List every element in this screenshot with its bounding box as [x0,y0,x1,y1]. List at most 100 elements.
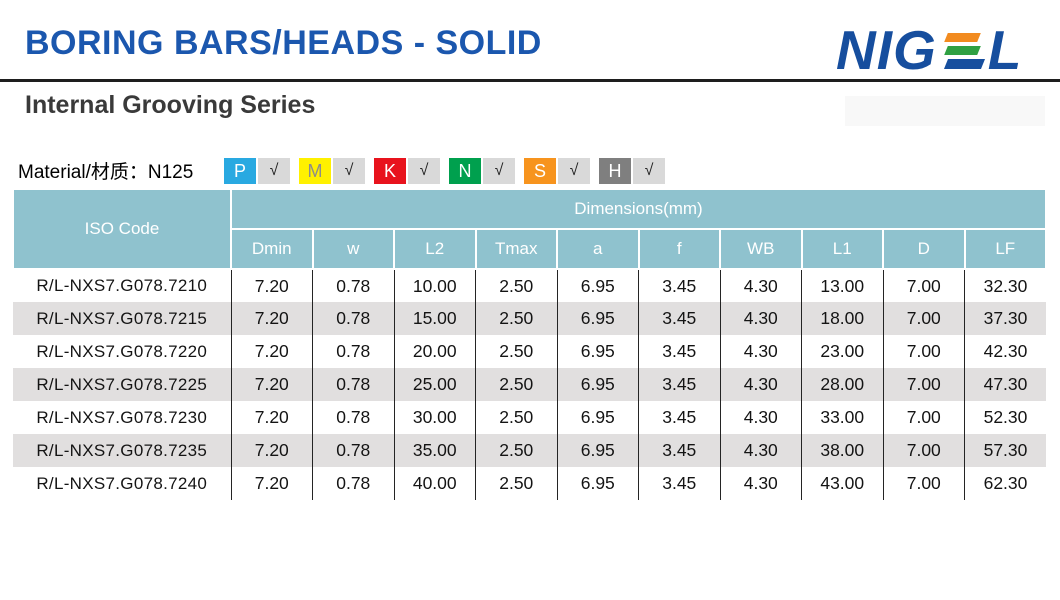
value-cell: 4.30 [719,302,802,335]
value-cell: 2.50 [475,401,557,434]
value-cell: 7.20 [230,368,313,401]
material-row: Material/材质：N125 [18,157,193,184]
value-cell: 3.45 [638,302,720,335]
value-cell: 2.50 [475,335,557,368]
logo-text-l: L [987,18,1023,81]
column-header-dimensions: Dimensions(mm) [230,188,1047,230]
value-cell: 28.00 [801,368,883,401]
grade-pair-k: K √ [374,158,440,184]
value-cell: 43.00 [801,467,883,500]
grade-chip-n: N [449,158,481,184]
value-cell: 0.78 [312,467,394,500]
grade-check-k: √ [408,158,440,184]
value-cell: 0.78 [312,335,394,368]
value-cell: 7.20 [230,302,313,335]
value-cell: 33.00 [801,401,883,434]
value-cell: 3.45 [638,401,720,434]
value-cell: 47.30 [964,368,1046,401]
grade-chip-p: P [224,158,256,184]
value-cell: 4.30 [719,335,802,368]
grade-pair-p: P √ [224,158,290,184]
value-cell: 15.00 [393,302,476,335]
grade-pair-h: H √ [599,158,665,184]
page-title: BORING BARS/HEADS - SOLID [25,24,542,62]
value-cell: 0.78 [312,269,394,302]
iso-code-cell: R/L-NXS7.G078.7215 [13,302,231,335]
value-cell: 0.78 [312,434,394,467]
value-cell: 3.45 [638,434,720,467]
column-header-dmin: Dmin [230,228,314,270]
value-cell: 4.30 [719,269,802,302]
value-cell: 0.78 [312,401,394,434]
value-cell: 6.95 [556,269,639,302]
column-header-wb: WB [719,228,803,270]
value-cell: 42.30 [964,335,1046,368]
logo-text-nig: NIG [836,18,937,81]
column-header-iso-code: ISO Code [12,188,232,270]
value-cell: 7.00 [882,302,965,335]
value-cell: 2.50 [475,467,557,500]
value-cell: 7.20 [230,335,313,368]
grade-chip-s: S [524,158,556,184]
value-cell: 7.00 [882,467,965,500]
grade-check-m: √ [333,158,365,184]
material-grade-chips: P √ M √ K √ N √ S √ H √ [224,158,665,184]
value-cell: 37.30 [964,302,1046,335]
table-row: R/L-NXS7.G078.7210 7.20 0.78 10.00 2.50 … [13,269,1046,302]
value-cell: 7.00 [882,269,965,302]
column-header-tmax: Tmax [474,228,558,270]
value-cell: 3.45 [638,269,720,302]
table-row: R/L-NXS7.G078.7230 7.20 0.78 30.00 2.50 … [13,401,1046,434]
header-divider [0,79,1060,82]
iso-code-cell: R/L-NXS7.G078.7240 [13,467,231,500]
grade-check-n: √ [483,158,515,184]
series-subtitle: Internal Grooving Series [25,91,316,119]
value-cell: 32.30 [964,269,1046,302]
value-cell: 52.30 [964,401,1046,434]
logo-bar-orange [943,33,981,42]
grade-check-h: √ [633,158,665,184]
grade-chip-h: H [599,158,631,184]
value-cell: 6.95 [556,467,639,500]
nigel-logo: NIG L [836,16,1023,81]
iso-code-cell: R/L-NXS7.G078.7230 [13,401,231,434]
column-header-l1: L1 [800,228,884,270]
table-row: R/L-NXS7.G078.7225 7.20 0.78 25.00 2.50 … [13,368,1046,401]
value-cell: 6.95 [556,401,639,434]
value-cell: 35.00 [393,434,476,467]
table-row: R/L-NXS7.G078.7215 7.20 0.78 15.00 2.50 … [13,302,1046,335]
value-cell: 40.00 [393,467,476,500]
value-cell: 38.00 [801,434,883,467]
column-header-lf: LF [963,228,1047,270]
table-row: R/L-NXS7.G078.7235 7.20 0.78 35.00 2.50 … [13,434,1046,467]
value-cell: 30.00 [393,401,476,434]
grade-check-s: √ [558,158,590,184]
logo-bar-blue [943,59,985,69]
value-cell: 2.50 [475,269,557,302]
value-cell: 23.00 [801,335,883,368]
value-cell: 10.00 [393,269,476,302]
value-cell: 7.00 [882,401,965,434]
value-cell: 4.30 [719,401,802,434]
value-cell: 7.20 [230,269,313,302]
logo-bar-green [943,46,981,55]
value-cell: 6.95 [556,434,639,467]
column-header-a: a [556,228,640,270]
value-cell: 62.30 [964,467,1046,500]
grade-pair-n: N √ [449,158,515,184]
value-cell: 4.30 [719,368,802,401]
value-cell: 0.78 [312,368,394,401]
value-cell: 13.00 [801,269,883,302]
value-cell: 3.45 [638,467,720,500]
value-cell: 57.30 [964,434,1046,467]
value-cell: 3.45 [638,335,720,368]
column-header-d: D [882,228,966,270]
spec-table: ISO Code Dimensions(mm) Dmin w L2 Tmax a… [12,188,1047,500]
iso-code-cell: R/L-NXS7.G078.7225 [13,368,231,401]
logo-e-bars-icon [943,33,985,69]
table-row: R/L-NXS7.G078.7220 7.20 0.78 20.00 2.50 … [13,335,1046,368]
value-cell: 2.50 [475,302,557,335]
value-cell: 7.00 [882,335,965,368]
value-cell: 2.50 [475,368,557,401]
